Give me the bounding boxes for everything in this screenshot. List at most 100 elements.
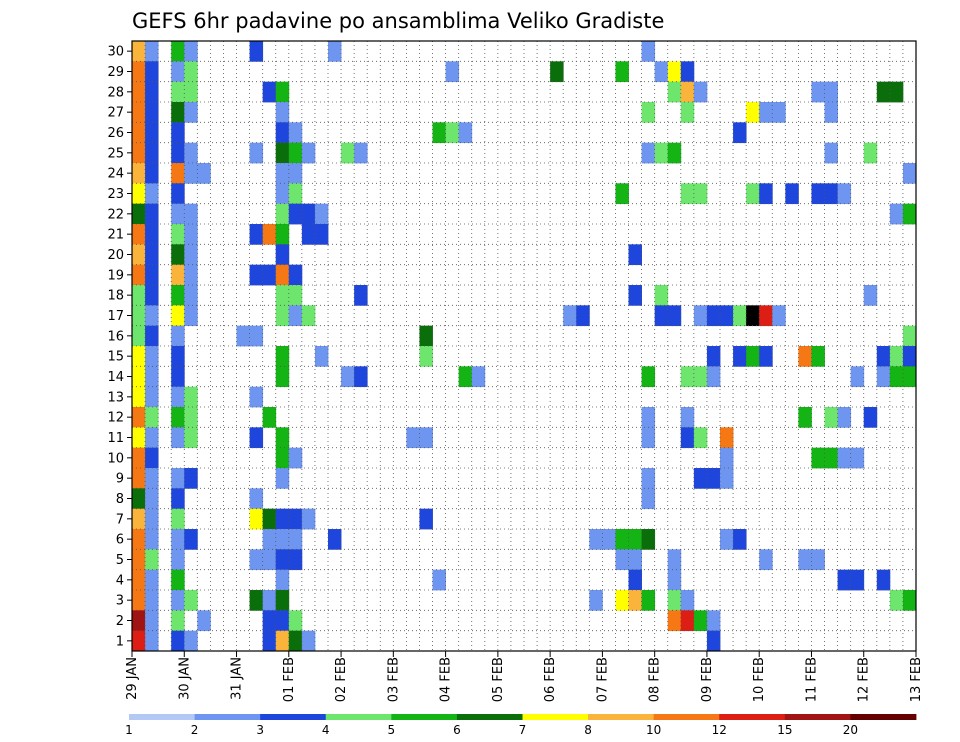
- heatmap-cell: [249, 224, 264, 245]
- heatmap-cell: [171, 630, 185, 652]
- x-tick-label: 12 FEB: [857, 657, 872, 702]
- heatmap-cell: [876, 81, 891, 103]
- x-tick-label: 03 FEB: [386, 657, 401, 702]
- heatmap-cell: [275, 305, 290, 327]
- heatmap-cell: [132, 41, 146, 62]
- colorbar-label: 4: [322, 723, 330, 737]
- heatmap-cell: [902, 590, 917, 611]
- heatmap-cell: [746, 183, 760, 205]
- heatmap-cell: [171, 122, 185, 144]
- heatmap-cell: [811, 447, 825, 469]
- heatmap-cell: [171, 366, 185, 388]
- x-tick-label: 13 FEB: [909, 657, 924, 702]
- colorbar-segment: [850, 714, 917, 720]
- heatmap-cell: [628, 549, 642, 571]
- heatmap-cell: [171, 590, 185, 611]
- heatmap-cell: [720, 529, 734, 550]
- heatmap-cell: [693, 366, 708, 388]
- heatmap-cell: [641, 142, 656, 164]
- heatmap-cell: [759, 102, 773, 123]
- heatmap-cell: [628, 285, 642, 306]
- heatmap-cell: [184, 386, 198, 408]
- heatmap-cell: [249, 427, 264, 449]
- heatmap-cell: [132, 447, 146, 469]
- heatmap-cell: [275, 468, 290, 489]
- y-tick-label: 18: [107, 289, 124, 304]
- heatmap-cell: [733, 122, 747, 144]
- heatmap-cell: [824, 183, 838, 205]
- heatmap-cell: [132, 183, 146, 205]
- heatmap-cell: [824, 447, 838, 469]
- heatmap-cell: [628, 244, 642, 266]
- heatmap-cell: [759, 305, 773, 327]
- heatmap-cell: [262, 264, 277, 286]
- heatmap-cell: [132, 81, 146, 103]
- y-tick-label: 21: [107, 228, 124, 243]
- heatmap-cell: [301, 203, 316, 225]
- heatmap-cell: [824, 81, 838, 103]
- heatmap-cell: [902, 325, 917, 347]
- heatmap-cell: [275, 203, 290, 225]
- y-tick-label: 10: [107, 451, 124, 466]
- heatmap-cell: [145, 468, 159, 489]
- y-tick-label: 2: [116, 614, 124, 629]
- heatmap-cell: [145, 264, 159, 286]
- heatmap-cell: [275, 163, 290, 184]
- y-tick-label: 25: [107, 146, 124, 161]
- heatmap-cell: [693, 183, 708, 205]
- heatmap-cell: [706, 305, 721, 327]
- heatmap-cell: [641, 468, 656, 489]
- heatmap-cell: [863, 142, 878, 164]
- heatmap-cell: [171, 81, 185, 103]
- heatmap-cell: [145, 386, 159, 408]
- heatmap-cell: [615, 61, 629, 83]
- heatmap-cell: [458, 122, 473, 144]
- heatmap-cell: [667, 610, 682, 632]
- heatmap-cell: [328, 41, 342, 62]
- y-tick-label: 13: [107, 390, 124, 405]
- heatmap-cell: [262, 590, 277, 611]
- heatmap-cell: [275, 264, 290, 286]
- heatmap-cell: [184, 163, 198, 184]
- heatmap-cell: [615, 590, 629, 611]
- heatmap-cell: [145, 427, 159, 449]
- heatmap-cell: [184, 81, 198, 103]
- x-tick-label: 29 JAN: [125, 657, 140, 700]
- heatmap-cell: [132, 488, 146, 510]
- colorbar-segment: [194, 714, 261, 720]
- heatmap-cell: [132, 346, 146, 367]
- heatmap-cell: [863, 407, 878, 428]
- heatmap-cell: [145, 244, 159, 266]
- heatmap-cell: [876, 366, 891, 388]
- heatmap-cell: [132, 529, 146, 550]
- heatmap-cell: [667, 81, 682, 103]
- heatmap-cell: [184, 285, 198, 306]
- heatmap-cell: [406, 427, 420, 449]
- heatmap-cell: [680, 81, 695, 103]
- heatmap-cell: [733, 346, 747, 367]
- heatmap-cell: [145, 224, 159, 245]
- heatmap-cell: [837, 183, 852, 205]
- heatmap-cell: [641, 102, 656, 123]
- heatmap-cell: [275, 224, 290, 245]
- heatmap-cell: [171, 285, 185, 306]
- heatmap-cell: [184, 224, 198, 245]
- heatmap-cell: [249, 590, 264, 611]
- heatmap-cell: [145, 285, 159, 306]
- heatmap-cell: [132, 305, 146, 327]
- heatmap-cell: [720, 468, 734, 489]
- heatmap-cell: [171, 386, 185, 408]
- heatmap-cell: [275, 81, 290, 103]
- heatmap-cell: [145, 488, 159, 510]
- heatmap-cell: [184, 427, 198, 449]
- x-tick-label: 11 FEB: [804, 657, 819, 702]
- heatmap-cell: [171, 203, 185, 225]
- y-tick-label: 4: [116, 573, 124, 588]
- heatmap-cell: [145, 61, 159, 83]
- heatmap-cell: [184, 203, 198, 225]
- heatmap-cell: [654, 142, 669, 164]
- y-tick-label: 15: [107, 350, 124, 365]
- heatmap-cell: [850, 569, 865, 591]
- heatmap-cell: [824, 102, 838, 123]
- heatmap-cell: [902, 203, 917, 225]
